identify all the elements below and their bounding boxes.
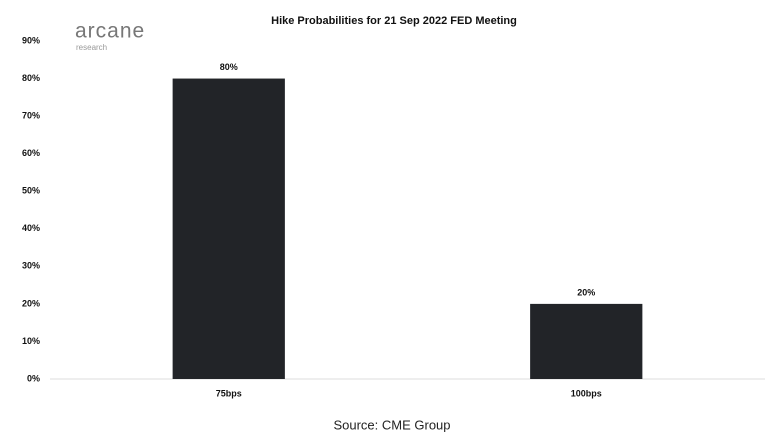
y-tick-label: 90% <box>22 35 40 45</box>
bar <box>172 78 285 380</box>
y-tick-label: 20% <box>22 298 40 308</box>
y-tick-label: 70% <box>22 110 40 120</box>
chart-title: Hike Probabilities for 21 Sep 2022 FED M… <box>271 15 517 27</box>
y-tick-label: 50% <box>22 186 40 196</box>
value-label: 80% <box>220 62 238 72</box>
y-tick-label: 80% <box>22 73 40 83</box>
bar <box>530 303 643 379</box>
y-tick-label: 40% <box>22 223 40 233</box>
y-tick-label: 60% <box>22 148 40 158</box>
logo-name: arcane <box>75 20 145 43</box>
source-note: Source: CME Group <box>333 417 450 432</box>
x-tick-label: 75bps <box>216 388 242 398</box>
x-tick-label: 100bps <box>571 388 602 398</box>
logo-tagline: research <box>76 43 107 52</box>
y-tick-label: 10% <box>22 336 40 346</box>
value-label: 20% <box>577 287 595 297</box>
y-tick-label: 0% <box>27 373 40 383</box>
y-tick-label: 30% <box>22 261 40 271</box>
